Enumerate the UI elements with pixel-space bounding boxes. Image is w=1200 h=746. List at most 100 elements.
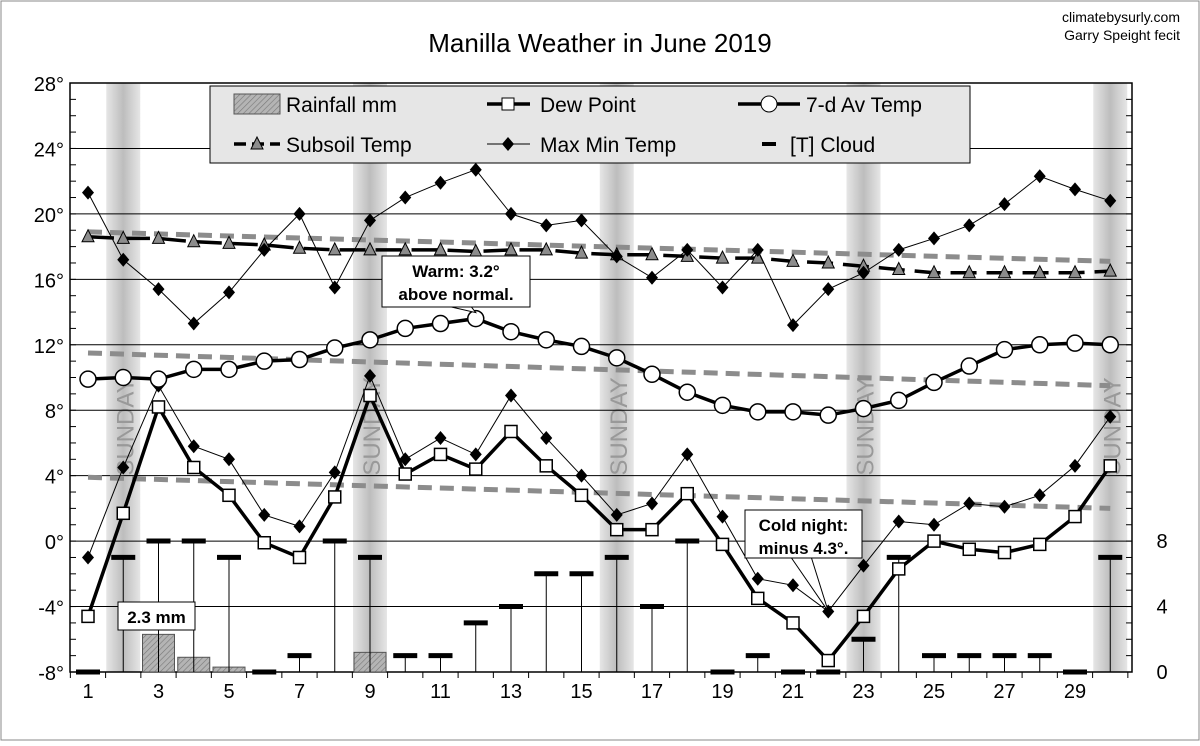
subsoil-point [186, 233, 201, 248]
y-tick-label: 0° [45, 532, 64, 554]
dew-point-point [433, 447, 448, 462]
avg-temp-point [1031, 336, 1049, 354]
max-temp-point [540, 218, 553, 233]
y-right-tick-label: 8 [1156, 531, 1167, 553]
avg-temp-point [326, 339, 344, 357]
max-temp-point [892, 242, 905, 257]
legend-dew-marker [501, 97, 515, 111]
x-tick-label: 3 [153, 681, 164, 703]
min-temp-point [328, 465, 341, 480]
max-temp-point [857, 265, 870, 280]
x-tick-label: 29 [1064, 681, 1086, 703]
dew-point-point [151, 400, 166, 414]
y-right-tick-label: 0 [1156, 662, 1167, 684]
max-temp-point [1033, 169, 1046, 184]
min-temp-point [258, 507, 271, 522]
avg-temp-point [290, 350, 309, 369]
rain-annotation-box [117, 601, 196, 631]
subsoil-point [927, 264, 941, 279]
subsoil-point [574, 245, 589, 259]
subsoil-point [433, 241, 448, 256]
x-tick-label: 23 [852, 681, 874, 703]
x-tick-label: 25 [923, 681, 945, 703]
max-temp-point [681, 242, 694, 257]
legend-maxmin-marker [502, 137, 514, 151]
y-tick-label: -4° [38, 598, 64, 620]
avg-temp-point [537, 331, 555, 349]
subsoil-point [222, 235, 236, 249]
max-temp-point [469, 162, 482, 177]
min-temp-point [963, 496, 976, 511]
y-tick-label: 4° [45, 467, 64, 489]
y-tick-label: 24° [34, 139, 64, 161]
legend-subsoil-marker [250, 135, 264, 150]
dew-point-point [892, 562, 906, 576]
avg-temp-point [361, 331, 379, 349]
x-tick-label: 5 [223, 681, 234, 703]
subsoil-point [292, 240, 307, 254]
subsoil-point [151, 230, 166, 244]
legend-box [209, 85, 971, 164]
x-tick-label: 13 [500, 681, 522, 703]
min-temp-point [540, 431, 553, 446]
dew-point-point [751, 591, 765, 606]
y-tick-label: -8° [38, 663, 64, 685]
min-temp-point [434, 431, 447, 446]
min-temp-point [575, 468, 588, 483]
max-temp-point [223, 285, 235, 300]
dew-point-point [1068, 509, 1082, 524]
y-right-tick-label: 4 [1156, 597, 1167, 619]
avg-temp-point [1101, 336, 1119, 354]
max-temp-point [610, 249, 623, 264]
dew-point-point [574, 488, 589, 503]
y-tick-label: 12° [34, 336, 64, 358]
min-temp-line [87, 374, 1111, 613]
min-temp-point [505, 388, 517, 403]
avg-temp-point [114, 368, 132, 387]
avg-temp-point [431, 314, 450, 333]
avg-temp-point [185, 360, 203, 379]
cold-annotation-text: minus 4.3°. [759, 539, 849, 558]
dew-point-point [363, 388, 377, 403]
min-temp-point [1104, 409, 1117, 424]
subsoil-point [116, 230, 131, 244]
min-temp-point [998, 499, 1011, 514]
dew-point-point [469, 462, 483, 476]
dew-point-point [504, 424, 518, 439]
max-temp-point [646, 270, 658, 285]
dew-point-point [645, 522, 659, 537]
max-temp-point [399, 190, 412, 205]
min-temp-point [187, 439, 200, 454]
min-temp-point [610, 507, 623, 522]
avg-temp-point [678, 383, 696, 401]
max-temp-point [152, 282, 165, 297]
dew-point-point [680, 486, 694, 501]
dew-point-point [715, 537, 730, 552]
dew-point-point [821, 653, 835, 668]
subsoil-point [715, 249, 730, 264]
dew-point-point [610, 522, 624, 537]
x-tick-label: 1 [82, 681, 93, 703]
rain-annotation-text: 2.3 mm [127, 608, 186, 627]
subsoil-point [962, 264, 977, 279]
dew-point-point [116, 506, 130, 521]
max-temp-point [82, 185, 94, 200]
min-temp-point [716, 509, 729, 524]
dew-point-point [786, 616, 800, 630]
x-tick-label: 9 [364, 681, 375, 703]
subsoil-point [398, 241, 413, 256]
avg-temp-point [784, 403, 802, 421]
credit-author: Garry Speight fecit [1064, 27, 1180, 43]
avg-temp-point [396, 319, 414, 338]
dew-point-point [927, 534, 941, 548]
x-tick-label: 17 [641, 681, 663, 703]
min-temp-point [787, 578, 799, 593]
subsoil-line [87, 235, 1111, 275]
x-tick-label: 15 [570, 681, 592, 703]
warm-annotation-text: Warm: 3.2° [412, 262, 500, 281]
min-temp-point [364, 368, 376, 383]
subsoil-point [363, 241, 377, 256]
dew-point-point [1033, 537, 1047, 552]
subsoil-point [891, 261, 906, 276]
min-temp-point [857, 558, 870, 573]
